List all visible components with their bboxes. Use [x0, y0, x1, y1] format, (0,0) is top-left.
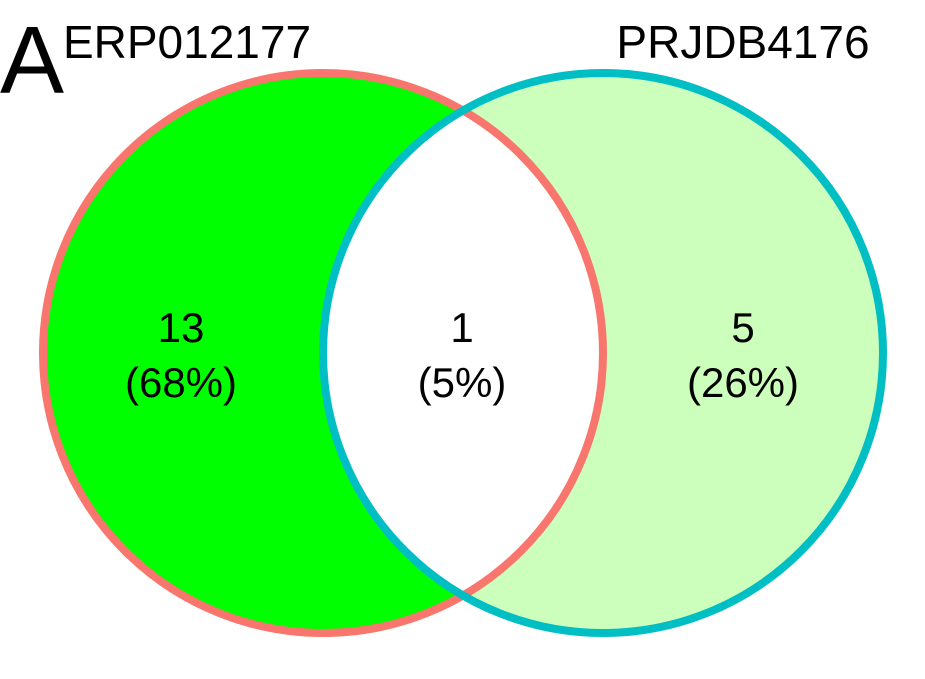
prjdb4176-circle-outline — [319, 69, 887, 637]
panel-letter: A — [0, 7, 64, 114]
overlap-percent: (5%) — [418, 359, 507, 406]
set-label-erp012177: ERP012177 — [63, 16, 311, 68]
overlap-count: 1 — [450, 304, 473, 351]
erp012177-circle-outline — [39, 69, 607, 637]
set-label-prjdb4176: PRJDB4176 — [616, 16, 869, 68]
erp-only-count: 13 — [158, 304, 205, 351]
erp-only-percent: (68%) — [125, 359, 237, 406]
prj-only-percent: (26%) — [687, 359, 799, 406]
overlap-region — [323, 73, 603, 633]
prj-only-count: 5 — [731, 304, 754, 351]
